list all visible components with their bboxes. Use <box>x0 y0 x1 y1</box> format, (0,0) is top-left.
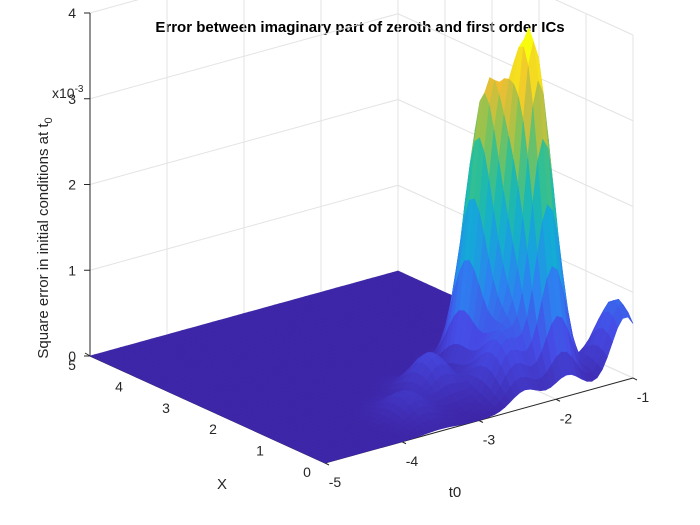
x-tick-label: -5 <box>329 474 342 490</box>
y-tick-label: 5 <box>68 357 76 373</box>
z-exponent: x10-3 <box>52 84 84 101</box>
z-tick-label: 4 <box>68 5 76 21</box>
chart-title: Error between imaginary part of zeroth a… <box>155 19 564 36</box>
z-tick-label: 2 <box>68 177 76 193</box>
y-tick-label: 2 <box>209 421 217 437</box>
backwall-gridline <box>89 99 399 185</box>
x-tick-mark <box>478 420 484 423</box>
x-tick-label: -4 <box>406 453 419 469</box>
y-tick-label: 3 <box>162 400 170 416</box>
z-axis-label: Square error in initial conditions at t0 <box>35 117 55 358</box>
y-tick-label: 4 <box>115 378 123 394</box>
y-tick-label: 0 <box>303 464 311 480</box>
y-tick-label: 1 <box>256 443 264 459</box>
x-tick-mark <box>632 377 638 381</box>
x-tick-mark <box>324 462 330 466</box>
sidewall-gridline <box>554 0 634 36</box>
x-tick-mark <box>555 398 561 402</box>
y-axis-label: X <box>217 476 227 493</box>
x-tick-mark <box>401 441 407 445</box>
backwall-gridline <box>89 184 399 271</box>
z-axis-label-subscript: 0 <box>43 117 55 123</box>
x-tick-label: -3 <box>483 432 496 448</box>
svg-text:Square error in initial condit: Square error in initial conditions at t0 <box>35 117 55 358</box>
z-tick-label: 1 <box>68 262 76 278</box>
z-axis-label-text: Square error in initial conditions at t <box>35 123 52 359</box>
x-tick-label: -1 <box>637 389 650 405</box>
z-tick-label: 0 <box>68 348 76 364</box>
surface-layer <box>89 26 634 464</box>
x-axis-label: t0 <box>449 484 462 501</box>
z-exponent-power: -3 <box>75 84 84 95</box>
z-exponent-base: x10 <box>52 85 75 101</box>
z-tick-label: 3 <box>68 91 76 107</box>
backwall-gridline <box>89 13 399 100</box>
surface-patch <box>319 459 331 464</box>
x-tick-label: -2 <box>560 410 573 426</box>
